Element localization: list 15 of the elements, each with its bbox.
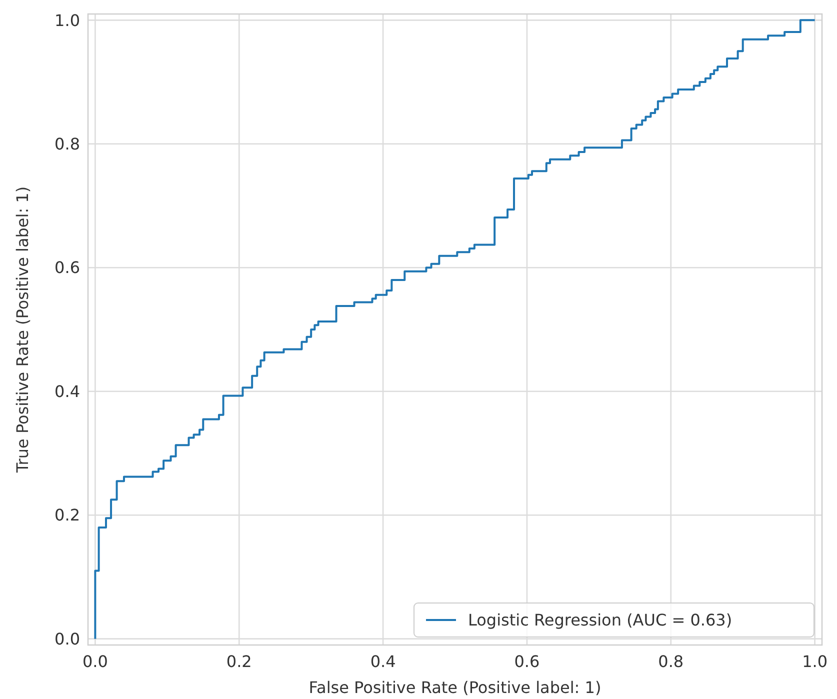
y-tick-label: 0.6 [54, 258, 80, 278]
x-tick-label: 0.0 [82, 652, 108, 671]
legend-label: Logistic Regression (AUC = 0.63) [468, 610, 732, 630]
y-tick-label: 0.8 [54, 134, 80, 154]
x-tick-label: 1.0 [802, 652, 828, 671]
x-tick-label: 0.6 [514, 652, 540, 671]
y-tick-label: 1.0 [54, 10, 80, 30]
x-tick-label: 0.4 [370, 652, 396, 671]
x-axis-title: False Positive Rate (Positive label: 1) [308, 678, 602, 697]
x-tick-label: 0.8 [658, 652, 684, 671]
y-tick-label: 0.0 [54, 629, 80, 648]
y-tick-label: 0.4 [54, 382, 80, 401]
y-axis-title: True Positive Rate (Positive label: 1) [13, 186, 32, 474]
y-tick-label: 0.2 [54, 506, 80, 525]
x-tick-label: 0.2 [226, 652, 252, 671]
